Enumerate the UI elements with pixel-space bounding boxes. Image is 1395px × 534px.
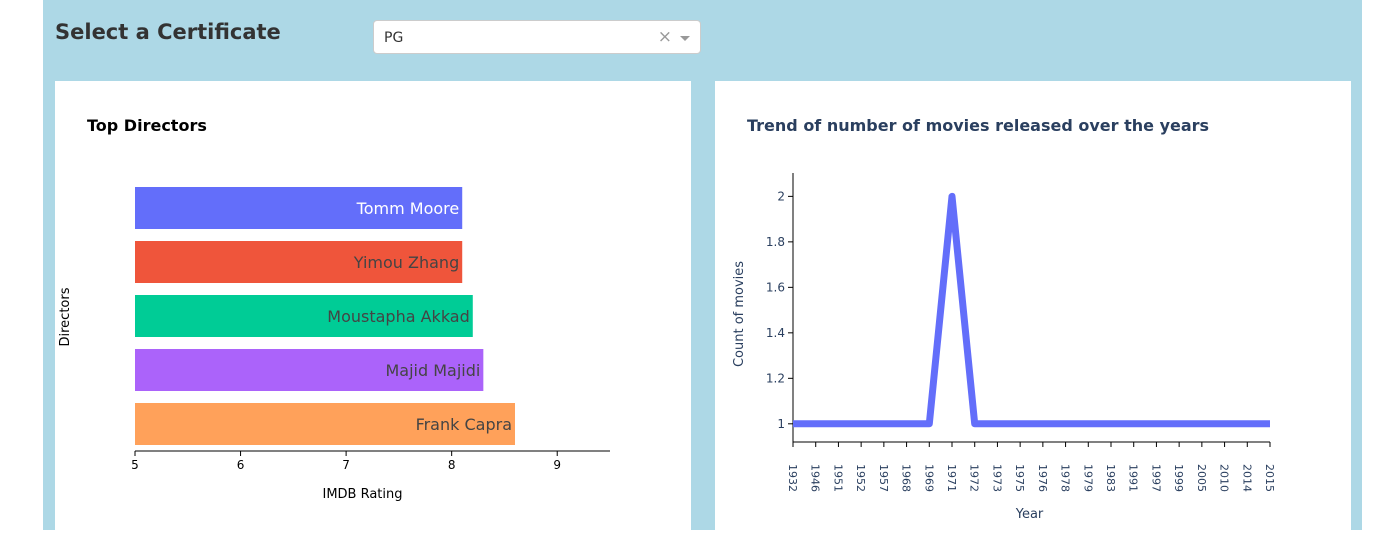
bar: [135, 295, 473, 337]
movie-trend-panel: Trend of number of movies released over …: [715, 81, 1351, 530]
x-tick-label: 2010: [1218, 464, 1231, 492]
x-tick-label: 1968: [900, 464, 913, 492]
bar: [135, 241, 463, 283]
x-tick-label: 1951: [831, 464, 844, 492]
bar-label: Frank Capra: [416, 415, 512, 434]
x-tick-label: 1969: [922, 464, 935, 492]
y-axis-title: Directors: [58, 287, 73, 346]
x-tick-label: 1932: [786, 464, 799, 492]
bar-label: Moustapha Akkad: [327, 307, 470, 326]
top-directors-chart: Top Directors Tomm Moore Yimou Zhang Mousta…: [58, 116, 610, 502]
x-axis-title: IMDB Rating: [322, 487, 402, 502]
x-tick-label: 1983: [1104, 464, 1117, 492]
x-tick-label: 1957: [877, 464, 890, 492]
x-tick-label: 1971: [945, 464, 958, 492]
y-tick-label: 2: [777, 189, 785, 203]
y-tick-label: 1: [777, 417, 785, 431]
x-tick-label: 2005: [1195, 464, 1208, 492]
x-tick-label: 1978: [1059, 464, 1072, 492]
x-tick-label: 1999: [1172, 464, 1185, 492]
bar: [135, 349, 484, 391]
x-tick-label: 1976: [1036, 464, 1049, 492]
series-line: [793, 192, 1270, 428]
x-tick-label: 6: [237, 458, 245, 472]
x-tick-label: 5: [131, 458, 139, 472]
bar-label: Tomm Moore: [356, 199, 460, 218]
x-tick-label: 2014: [1240, 464, 1253, 492]
chart-title: Top Directors: [87, 116, 207, 135]
x-axis-title: Year: [1015, 507, 1044, 522]
page-title: Select a Certificate: [55, 20, 281, 44]
x-tick-label: 1991: [1127, 464, 1140, 492]
certificate-dropdown[interactable]: PG ×: [373, 20, 701, 54]
chart-title: Trend of number of movies released over …: [747, 116, 1209, 135]
bar: [135, 187, 463, 229]
x-tick-label: 1972: [968, 464, 981, 492]
chevron-down-icon[interactable]: [680, 36, 690, 41]
clear-icon[interactable]: ×: [657, 27, 672, 47]
top-directors-panel: Top Directors Tomm Moore Yimou Zhang Mousta…: [55, 81, 691, 530]
x-tick-label: 8: [448, 458, 456, 472]
x-tick-label: 1952: [854, 464, 867, 492]
y-tick-label: 1.8: [766, 235, 785, 249]
x-tick-label: 7: [342, 458, 350, 472]
bar-label: Majid Majidi: [385, 361, 480, 380]
movie-trend-chart: Trend of number of movies released over …: [732, 116, 1276, 522]
y-tick-label: 1.6: [766, 280, 785, 294]
dashboard: Select a Certificate PG × Top Directors T…: [43, 0, 1362, 530]
y-tick-label: 1.2: [766, 371, 785, 385]
x-tick-label: 1979: [1081, 464, 1094, 492]
bar: [135, 403, 515, 445]
certificate-dropdown-value: PG: [384, 30, 404, 46]
x-tick-label: 1975: [1013, 464, 1026, 492]
x-tick-label: 1973: [990, 464, 1003, 492]
x-tick-label: 1997: [1149, 464, 1162, 492]
y-axis-title: Count of movies: [732, 261, 747, 367]
x-tick-label: 2015: [1263, 464, 1276, 492]
bar-label: Yimou Zhang: [353, 253, 459, 272]
x-tick-label: 9: [553, 458, 561, 472]
y-tick-label: 1.4: [766, 326, 785, 340]
x-tick-label: 1946: [809, 464, 822, 492]
